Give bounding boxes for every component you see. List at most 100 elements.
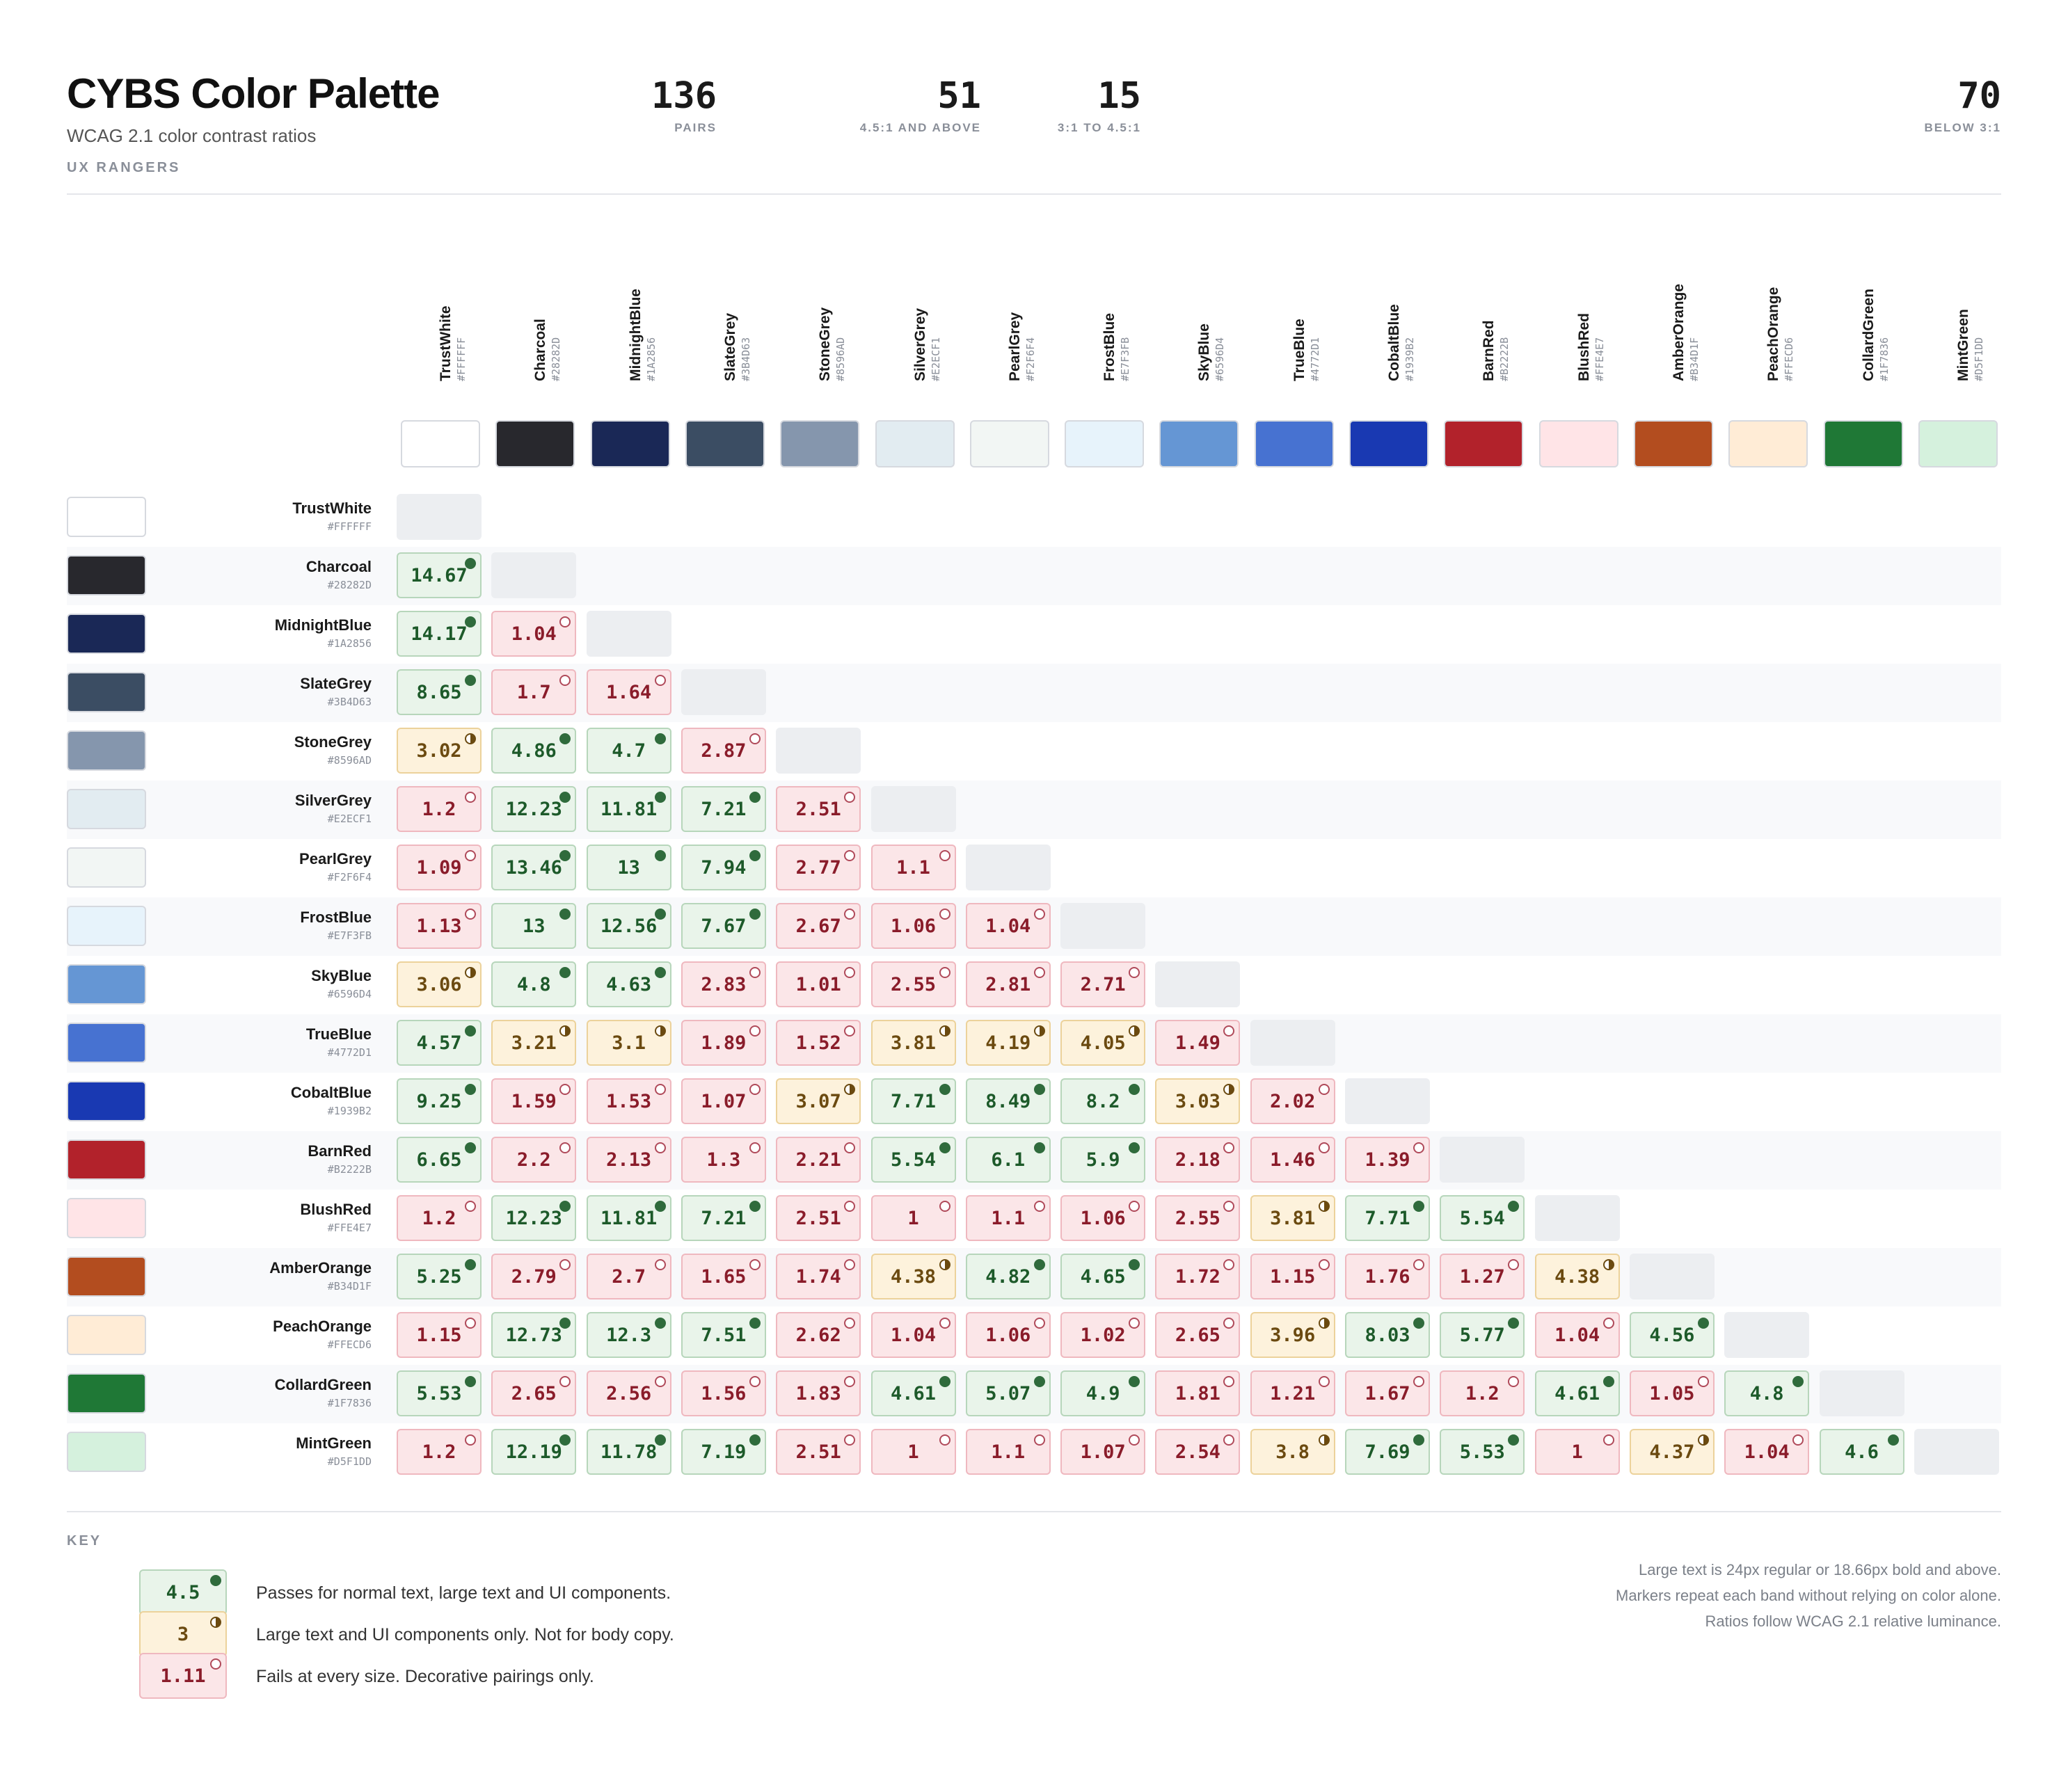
contrast-cell: 11.78 bbox=[586, 1429, 671, 1475]
fail-marker-icon bbox=[465, 1318, 476, 1329]
contrast-ratio: 12.23 bbox=[505, 798, 562, 820]
fail-marker-icon bbox=[1033, 1201, 1045, 1212]
fail-marker-icon bbox=[749, 1025, 761, 1037]
key-value: 4.5 bbox=[166, 1581, 200, 1603]
contrast-ratio: 1.06 bbox=[890, 915, 937, 937]
contrast-cell: 3.8 bbox=[1250, 1429, 1335, 1475]
contrast-cell: 8.03 bbox=[1345, 1312, 1430, 1358]
contrast-ratio: 2.83 bbox=[701, 973, 747, 995]
column-header: BlushRed #FFE4E7 bbox=[1535, 313, 1618, 410]
contrast-cell: 2.77 bbox=[776, 845, 861, 890]
column-label: PeachOrange #FFECD6 bbox=[1765, 287, 1796, 381]
pass-marker-icon bbox=[749, 850, 761, 861]
fail-marker-icon bbox=[844, 1201, 856, 1212]
contrast-ratio: 4.8 bbox=[516, 973, 551, 995]
contrast-ratio: 1.13 bbox=[416, 915, 462, 937]
header-divider bbox=[67, 193, 2001, 195]
contrast-cell: 1.02 bbox=[1060, 1312, 1146, 1358]
fail-marker-icon bbox=[654, 675, 666, 686]
column-name: BlushRed bbox=[1575, 312, 1592, 381]
fail-marker-icon bbox=[749, 1259, 761, 1270]
stat-value: 70 bbox=[1957, 75, 2001, 117]
contrast-ratio: 8.49 bbox=[985, 1090, 1031, 1112]
fail-marker-icon bbox=[939, 909, 951, 920]
contrast-cell: 1.49 bbox=[1155, 1020, 1241, 1066]
contrast-cell: 1.07 bbox=[1060, 1429, 1146, 1475]
fail-marker-icon bbox=[1223, 1025, 1235, 1037]
fail-marker-icon bbox=[1223, 1201, 1235, 1212]
fail-marker-icon bbox=[1318, 1259, 1330, 1270]
contrast-cell: 2.62 bbox=[776, 1312, 861, 1358]
contrast-cell: 1.15 bbox=[397, 1312, 482, 1358]
contrast-cell: 2.71 bbox=[1060, 961, 1146, 1007]
contrast-ratio: 2.87 bbox=[701, 739, 747, 762]
row-hex: #6596D4 bbox=[327, 988, 372, 1000]
fail-marker-icon bbox=[654, 1084, 666, 1095]
fail-marker-icon bbox=[844, 1142, 856, 1153]
fail-marker-icon bbox=[559, 1084, 571, 1095]
column-label: CollardGreen #1F7836 bbox=[1861, 289, 1891, 381]
column-swatch bbox=[1538, 420, 1618, 467]
contrast-ratio: 4.82 bbox=[985, 1265, 1031, 1288]
column-hex: #FFFFFF bbox=[455, 337, 468, 381]
contrast-ratio: 4.61 bbox=[890, 1382, 937, 1405]
fail-marker-icon bbox=[1318, 1376, 1330, 1387]
pass-marker-icon bbox=[654, 1318, 666, 1329]
pass-marker-icon bbox=[559, 733, 571, 744]
column-hex: #4772D1 bbox=[1308, 337, 1321, 381]
contrast-cell: 1.76 bbox=[1345, 1254, 1430, 1299]
contrast-cell: 7.71 bbox=[1345, 1195, 1430, 1241]
contrast-ratio: 5.77 bbox=[1459, 1324, 1505, 1346]
fail-marker-icon bbox=[939, 1318, 951, 1329]
contrast-cell: 4.6 bbox=[1819, 1429, 1904, 1475]
column-swatch bbox=[875, 420, 955, 467]
column-label: TrueBlue #4772D1 bbox=[1291, 319, 1321, 381]
fail-marker-icon bbox=[654, 1376, 666, 1387]
contrast-cell: 1.27 bbox=[1440, 1254, 1525, 1299]
contrast-ratio: 1.76 bbox=[1365, 1265, 1410, 1288]
fail-marker-icon bbox=[939, 1434, 951, 1446]
large-marker-icon bbox=[465, 967, 476, 978]
fail-marker-icon bbox=[1318, 1142, 1330, 1153]
contrast-ratio: 1 bbox=[907, 1441, 919, 1463]
contrast-ratio: 1.21 bbox=[1270, 1382, 1316, 1405]
contrast-cell: 1.56 bbox=[681, 1370, 766, 1416]
fail-marker-icon bbox=[749, 1376, 761, 1387]
column-hex: #E7F3FB bbox=[1119, 337, 1132, 381]
diagonal-cell bbox=[1724, 1312, 1810, 1358]
contrast-ratio: 12.56 bbox=[600, 915, 658, 937]
contrast-ratio: 1.06 bbox=[1080, 1207, 1126, 1229]
contrast-ratio: 1.04 bbox=[511, 623, 557, 645]
pass-marker-icon bbox=[1129, 1084, 1140, 1095]
stat-value: 136 bbox=[651, 75, 717, 117]
contrast-cell: 5.07 bbox=[965, 1370, 1051, 1416]
row-swatch bbox=[67, 555, 146, 595]
pass-marker-icon bbox=[749, 792, 761, 803]
column-hex: #FFECD6 bbox=[1783, 337, 1796, 381]
contrast-cell: 2.56 bbox=[586, 1370, 671, 1416]
note-line: Ratios follow WCAG 2.1 relative luminanc… bbox=[1705, 1613, 2002, 1630]
row-name: MintGreen bbox=[296, 1434, 372, 1452]
row-swatch bbox=[67, 1256, 146, 1297]
contrast-ratio: 3.8 bbox=[1275, 1441, 1310, 1463]
contrast-ratio: 8.2 bbox=[1085, 1090, 1120, 1112]
key-description: Large text and UI components only. Not f… bbox=[256, 1625, 674, 1645]
contrast-ratio: 13 bbox=[523, 915, 546, 937]
fail-marker-icon bbox=[844, 850, 856, 861]
contrast-cell: 8.49 bbox=[965, 1078, 1051, 1124]
note-line: Large text is 24px regular or 18.66px bo… bbox=[1638, 1561, 2001, 1578]
contrast-cell: 3.21 bbox=[491, 1020, 577, 1066]
contrast-cell: 2.65 bbox=[491, 1370, 577, 1416]
column-hex: #1939B2 bbox=[1403, 337, 1416, 381]
contrast-ratio: 2.81 bbox=[985, 973, 1031, 995]
contrast-cell: 12.3 bbox=[586, 1312, 671, 1358]
stat-fail: 70 BELOW 3:1 bbox=[1862, 75, 2001, 135]
fail-marker-icon bbox=[465, 1434, 476, 1446]
contrast-ratio: 2.51 bbox=[795, 1441, 841, 1463]
contrast-ratio: 1.04 bbox=[1744, 1441, 1790, 1463]
column-label: TrustWhite #FFFFFF bbox=[438, 306, 468, 382]
contrast-cell: 6.1 bbox=[965, 1137, 1051, 1183]
fail-marker-icon bbox=[559, 675, 571, 686]
stat-label: PAIRS bbox=[674, 121, 717, 134]
row-name: BlushRed bbox=[300, 1201, 372, 1218]
